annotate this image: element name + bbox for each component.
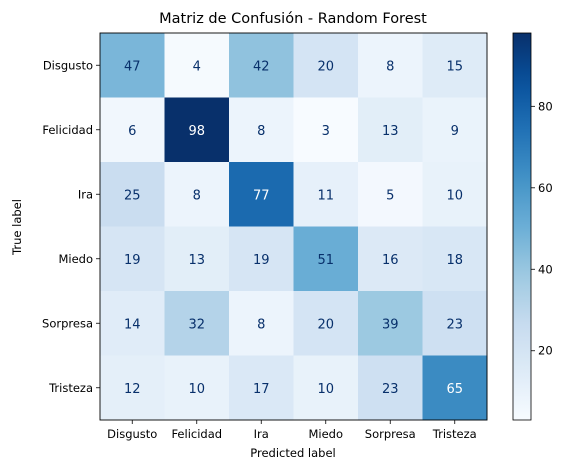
- heatmap-cell: [293, 355, 359, 421]
- heatmap-cell: [293, 97, 359, 163]
- x-tick-label: Ira: [254, 427, 269, 441]
- cell-value-label: 19: [253, 253, 270, 268]
- heatmap-cell: [164, 355, 230, 421]
- heatmap-cell: [100, 33, 165, 98]
- cell-value-label: 10: [188, 382, 205, 397]
- y-tick-label: Felicidad: [42, 123, 93, 137]
- y-tick-label: Disgusto: [43, 58, 93, 72]
- heatmap-cell: [422, 33, 488, 98]
- heatmap-cell: [100, 291, 165, 356]
- heatmap-cell: [293, 33, 359, 98]
- y-axis-label: True label: [10, 199, 24, 256]
- heatmap-cell: [229, 33, 294, 98]
- heatmap-cell: [358, 226, 423, 292]
- heatmap-cell: [229, 291, 294, 356]
- x-tick-label: Miedo: [308, 427, 343, 441]
- cell-value-label: 18: [446, 253, 463, 268]
- heatmap-cell: [229, 97, 294, 163]
- cell-value-label: 17: [253, 382, 270, 397]
- x-tick-label: Tristeza: [432, 427, 477, 441]
- heatmap-cell: [164, 97, 230, 163]
- cell-value-label: 65: [446, 382, 463, 397]
- cell-value-label: 10: [317, 382, 334, 397]
- heatmap-cell: [358, 97, 423, 163]
- heatmap-cell: [100, 355, 165, 421]
- heatmap-cell: [164, 291, 230, 356]
- y-tick-label: Ira: [78, 187, 93, 201]
- cell-value-label: 47: [124, 59, 141, 74]
- cell-value-label: 13: [382, 124, 399, 139]
- heatmap-cell: [100, 97, 165, 163]
- heatmap-cell: [293, 162, 359, 227]
- heatmap-cell: [422, 291, 488, 356]
- heatmap-cell: [100, 162, 165, 227]
- cell-value-label: 98: [188, 124, 205, 139]
- heatmap-cell: [100, 226, 165, 292]
- cell-value-label: 39: [382, 317, 399, 332]
- colorbar-ticks: 20 40 60 80: [531, 99, 553, 358]
- chart-title: Matriz de Confusión - Random Forest: [159, 11, 427, 27]
- colorbar-tick-label: 80: [538, 99, 553, 113]
- heatmap-cell: [358, 355, 423, 421]
- cell-value-label: 13: [188, 253, 205, 268]
- cell-value-label: 9: [451, 124, 459, 139]
- heatmap-cell: [358, 291, 423, 356]
- cell-value-label: 11: [317, 188, 334, 203]
- heatmap-cell: [229, 355, 294, 421]
- cell-value-label: 8: [257, 124, 265, 139]
- heatmap-cell: [164, 33, 230, 98]
- cell-value-label: 6: [128, 124, 136, 139]
- heatmap-cell: [229, 162, 294, 227]
- heatmap-cell: [164, 226, 230, 292]
- cell-value-label: 8: [386, 59, 394, 74]
- colorbar-tick-label: 60: [538, 181, 553, 195]
- cell-value-label: 32: [188, 317, 205, 332]
- cell-value-label: 14: [124, 317, 141, 332]
- heatmap-cell: [358, 33, 423, 98]
- heatmap-cell: [293, 291, 359, 356]
- heatmap-cell: [422, 162, 488, 227]
- cell-value-label: 12: [124, 382, 141, 397]
- cell-value-label: 15: [446, 59, 463, 74]
- cell-value-label: 23: [446, 317, 463, 332]
- cell-value-label: 16: [382, 253, 399, 268]
- cell-value-label: 19: [124, 253, 141, 268]
- heatmap-cells: 47 4 42 20 8 15 6 98 8 3 13 9 25 8 77 11 5 10 19 13 19 51 16 18…: [100, 33, 488, 421]
- heatmap-cell: [422, 355, 488, 421]
- cell-value-label: 20: [317, 59, 334, 74]
- y-tick-label: Tristeza: [48, 381, 93, 395]
- heatmap-cell: [293, 226, 359, 292]
- colorbar-tick-label: 20: [538, 344, 553, 358]
- x-tick-label: Felicidad: [171, 427, 222, 441]
- colorbar: [512, 32, 532, 421]
- heatmap-cell: [422, 97, 488, 163]
- cell-value-label: 77: [253, 188, 270, 203]
- cell-value-label: 8: [257, 317, 265, 332]
- y-tick-label: Sorpresa: [42, 316, 93, 330]
- x-tick-label: Disgusto: [107, 427, 157, 441]
- x-axis-label: Predicted label: [250, 446, 335, 460]
- cell-value-label: 10: [446, 188, 463, 203]
- cell-value-label: 25: [124, 188, 141, 203]
- colorbar-tick-label: 40: [538, 262, 553, 276]
- cell-value-label: 8: [193, 188, 201, 203]
- axis-ticks: Disgusto Felicidad Ira Miedo Sorpresa Tristez…: [42, 58, 477, 441]
- cell-value-label: 23: [382, 382, 399, 397]
- cell-value-label: 42: [253, 59, 270, 74]
- heatmap-cell: [164, 162, 230, 227]
- cell-value-label: 51: [317, 253, 334, 268]
- cell-value-label: 4: [193, 59, 201, 74]
- heatmap-cell: [358, 162, 423, 227]
- plot-frame: [99, 32, 488, 421]
- heatmap-cell: [229, 226, 294, 292]
- heatmap-cell: [422, 226, 488, 292]
- cell-value-label: 3: [322, 124, 330, 139]
- x-tick-label: Sorpresa: [365, 427, 416, 441]
- y-tick-label: Miedo: [58, 252, 93, 266]
- cell-value-label: 5: [386, 188, 394, 203]
- cell-value-label: 20: [317, 317, 334, 332]
